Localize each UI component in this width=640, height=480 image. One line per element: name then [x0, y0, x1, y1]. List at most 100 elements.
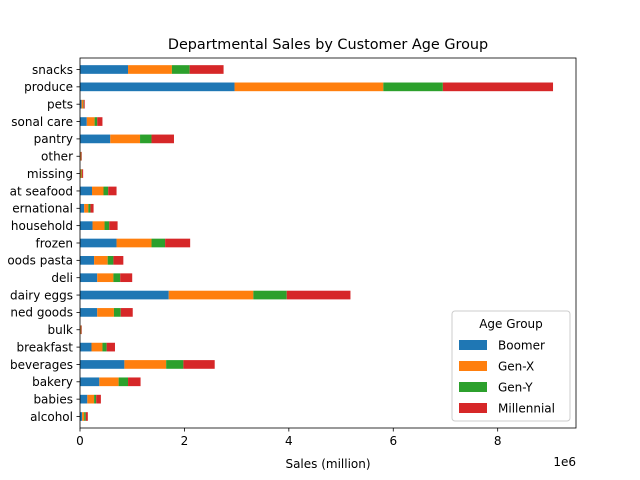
- x-tick-label: 2: [181, 434, 189, 448]
- bar-deli-boomer: [80, 273, 98, 283]
- bar-personal-care-gen-y: [94, 117, 98, 126]
- y-tick-label: alcohol: [30, 410, 73, 424]
- bar-beverages-gen-x: [124, 360, 167, 369]
- bar-missing-millennial: [82, 169, 84, 178]
- bar-frozen-boomer: [80, 238, 117, 248]
- bar-dairy-eggs-boomer: [80, 290, 169, 300]
- y-tick-label: bakery: [32, 375, 73, 389]
- bar-deli-millennial: [120, 273, 133, 283]
- bar-dry-goods-pasta-millennial: [113, 256, 124, 265]
- bar-household-gen-y: [104, 221, 110, 230]
- y-tick-label: pantry: [34, 132, 73, 146]
- legend-swatch-gen-x: [459, 361, 487, 371]
- legend-label-boomer: Boomer: [498, 338, 545, 352]
- bar-produce-gen-x: [234, 82, 384, 92]
- bar-bakery-boomer: [80, 377, 100, 387]
- bar-beverages-gen-y: [166, 360, 184, 369]
- bar-bakery-millennial: [128, 377, 141, 387]
- bar-snacks-gen-y: [171, 65, 190, 74]
- bar-international-boomer: [80, 203, 85, 213]
- bar-household-millennial: [109, 221, 118, 230]
- bar-other-millennial: [81, 151, 82, 161]
- bar-canned-goods-boomer: [80, 308, 98, 317]
- legend-swatch-gen-y: [459, 382, 487, 392]
- bar-international-gen-y: [88, 203, 91, 213]
- bar-pets-millennial: [83, 99, 85, 109]
- bar-missing-gen-y: [81, 169, 83, 178]
- bar-pets-gen-x: [81, 99, 84, 109]
- bar-produce-gen-y: [383, 82, 443, 92]
- bar-pantry-millennial: [151, 134, 174, 144]
- bar-snacks-millennial: [189, 65, 224, 74]
- legend-swatch-millennial: [459, 403, 487, 413]
- x-tick-label: 4: [285, 434, 293, 448]
- bar-frozen-millennial: [165, 238, 191, 248]
- bar-pantry-gen-y: [140, 134, 152, 144]
- bar-alcohol-gen-y: [84, 412, 86, 421]
- bar-international-millennial: [90, 203, 94, 213]
- bar-canned-goods-gen-y: [113, 308, 121, 317]
- bar-other-gen-x: [80, 151, 82, 161]
- bar-dry-goods-pasta-gen-y: [107, 256, 114, 265]
- y-tick-label: ned goods: [10, 306, 73, 320]
- y-tick-label: oods pasta: [7, 254, 73, 268]
- bar-meat-seafood-boomer: [80, 186, 93, 196]
- y-tick-label: sonal care: [11, 115, 73, 129]
- bar-deli-gen-y: [113, 273, 121, 283]
- bar-meat-seafood-millennial: [108, 186, 117, 196]
- bar-beverages-boomer: [80, 360, 125, 369]
- x-tick-label: 0: [76, 434, 84, 448]
- legend-label-gen-x: Gen-X: [498, 359, 534, 373]
- bar-missing-gen-x: [80, 169, 82, 178]
- bar-babies-gen-y: [94, 394, 97, 404]
- bar-babies-boomer: [80, 394, 88, 404]
- y-tick-label: missing: [27, 167, 73, 181]
- bar-pets-gen-y: [83, 99, 84, 109]
- bar-personal-care-boomer: [80, 117, 87, 126]
- y-tick-label: deli: [51, 271, 73, 285]
- bar-breakfast-millennial: [106, 342, 115, 352]
- bar-household-gen-x: [92, 221, 105, 230]
- y-tick-label: beverages: [10, 358, 73, 372]
- y-tick-label: babies: [33, 392, 73, 406]
- y-axis: alcohol babies bakery beverages breakfast bul…: [7, 63, 80, 424]
- x-axis-offset-label: 1e6: [553, 455, 576, 469]
- y-tick-label: dairy eggs: [10, 288, 73, 302]
- legend-label-gen-y: Gen-Y: [498, 380, 533, 394]
- bar-bakery-gen-x: [99, 377, 119, 387]
- bar-beverages-millennial: [183, 360, 215, 369]
- bar-household-boomer: [80, 221, 93, 230]
- bar-personal-care-millennial: [97, 117, 103, 126]
- legend-box: [451, 310, 571, 422]
- x-tick-label: 6: [389, 434, 397, 448]
- bar-dairy-eggs-gen-x: [168, 290, 254, 300]
- y-tick-label: breakfast: [16, 340, 73, 354]
- bar-dairy-eggs-gen-y: [253, 290, 287, 300]
- bar-alcohol-boomer: [80, 412, 83, 421]
- bar-pets-boomer: [80, 99, 82, 109]
- bar-bulk-gen-x: [80, 325, 82, 335]
- bar-dry-goods-pasta-boomer: [80, 256, 95, 265]
- bar-snacks-boomer: [80, 65, 129, 74]
- legend-title: Age Group: [479, 317, 543, 331]
- bar-dry-goods-pasta-gen-x: [94, 256, 108, 265]
- bar-meat-seafood-gen-y: [103, 186, 109, 196]
- x-axis: 0 2 4 6 8: [76, 428, 502, 448]
- y-tick-label: at seafood: [10, 184, 73, 198]
- bar-pantry-gen-x: [110, 134, 141, 144]
- bar-breakfast-boomer: [80, 342, 92, 352]
- y-tick-label: pets: [47, 98, 73, 112]
- legend: Age Group Boomer Gen-X Gen-Y Millennial: [451, 310, 571, 422]
- y-tick-label: bulk: [47, 323, 73, 337]
- bar-pantry-boomer: [80, 134, 111, 144]
- y-tick-label: snacks: [32, 63, 73, 77]
- bar-international-gen-x: [84, 203, 89, 213]
- bar-breakfast-gen-y: [102, 342, 107, 352]
- bar-meat-seafood-gen-x: [92, 186, 104, 196]
- bar-alcohol-millennial: [85, 412, 88, 421]
- x-axis-label: Sales (million): [285, 457, 370, 471]
- bar-babies-gen-x: [87, 394, 95, 404]
- bar-deli-gen-x: [97, 273, 114, 283]
- bar-personal-care-gen-x: [86, 117, 95, 126]
- y-tick-label: produce: [24, 80, 73, 94]
